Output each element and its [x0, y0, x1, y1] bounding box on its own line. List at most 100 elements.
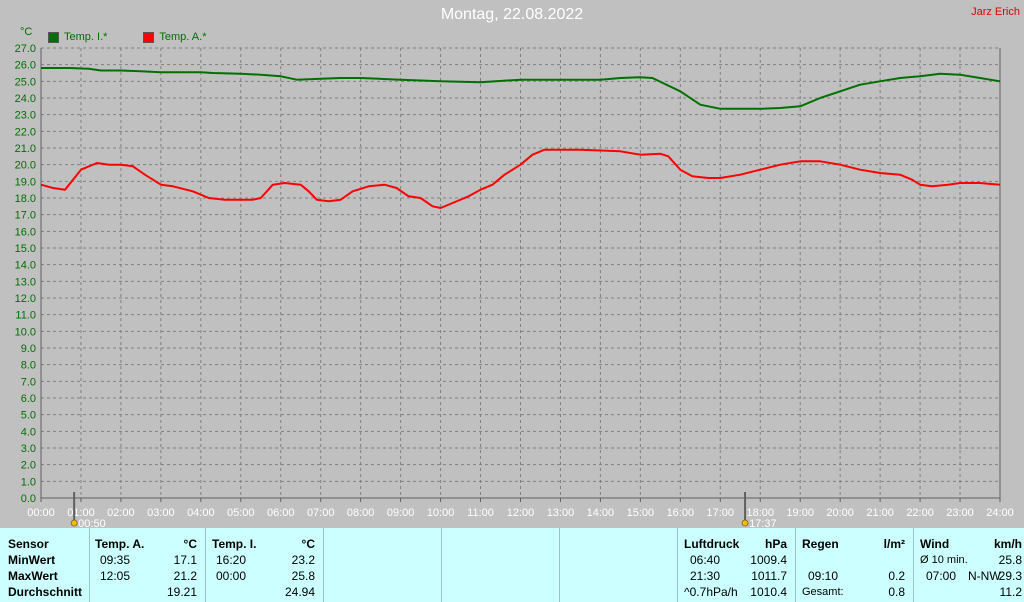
y-tick-label: 14.0 [15, 260, 36, 272]
stats-rain-max-value: 0.2 [888, 569, 905, 583]
stats-pressure-trend: ^0.7hPa/h [684, 585, 738, 599]
x-tick-label: 03:00 [147, 507, 175, 519]
y-tick-label: 3.0 [21, 443, 36, 455]
stats-rain-unit: l/m² [883, 537, 905, 551]
y-tick-label: 27.0 [15, 43, 36, 55]
y-tick-label: 26.0 [15, 60, 36, 72]
stats-temp-a-max-time: 12:05 [100, 569, 131, 583]
y-tick-label: 25.0 [15, 76, 36, 88]
stats-temp-i-min-value: 23.2 [291, 553, 315, 567]
y-axis-unit: °C [20, 26, 33, 38]
x-tick-label: 06:00 [267, 507, 295, 519]
x-tick-label: 05:00 [227, 507, 255, 519]
stats-temp-a-min-value: 17.1 [173, 553, 197, 567]
stats-pressure-min-time: 06:40 [690, 553, 721, 567]
y-tick-label: 13.0 [15, 276, 36, 288]
stats-temp-i-avg: 24.94 [284, 585, 315, 599]
stats-pressure-header: Luftdruck [684, 537, 740, 551]
stats-rain-total: 0.8 [888, 585, 905, 599]
sunrise-icon [70, 519, 78, 527]
stats-row-min-label: MinWert [8, 553, 56, 567]
series-line-temp-inside [41, 67, 1001, 110]
stats-col-rain: Regen l/m² 09:10 0.2 Gesamt: 0.8 [796, 528, 914, 602]
stats-pressure-avg: 1010.4 [750, 585, 787, 599]
stats-sensor-header: Sensor [8, 537, 49, 551]
x-tick-label: 20:00 [826, 507, 854, 519]
stats-wind-mean: 11.2 [999, 585, 1022, 599]
x-tick-label: 02:00 [107, 507, 135, 519]
x-tick-label: 09:00 [387, 507, 415, 519]
stats-temp-i-header: Temp. I. [212, 537, 257, 551]
x-tick-label: 15:00 [627, 507, 655, 519]
y-tick-label: 1.0 [21, 476, 36, 488]
statistics-table: Sensor MinWert MaxWert Durchschnitt Temp… [0, 528, 1024, 602]
x-tick-label: 19:00 [786, 507, 814, 519]
stats-temp-a-min-time: 09:35 [100, 553, 131, 567]
x-tick-label: 24:00 [986, 507, 1014, 519]
stats-col-pressure: Luftdruck hPa 06:40 1009.4 21:30 1011.7 … [678, 528, 796, 602]
y-tick-label: 21.0 [15, 143, 36, 155]
x-tick-label: 22:00 [906, 507, 934, 519]
stats-wind-max-value: 29.3 [998, 569, 1022, 583]
x-tick-label: 18:00 [746, 507, 774, 519]
stats-pressure-max-value: 1011.7 [751, 569, 787, 583]
x-tick-label: 08:00 [347, 507, 375, 519]
x-tick-label: 14:00 [587, 507, 615, 519]
y-tick-label: 4.0 [21, 426, 36, 438]
stats-temp-i-min-time: 16:20 [216, 553, 247, 567]
series-line-temp-outside [40, 148, 1001, 209]
x-tick-label: 17:00 [707, 507, 735, 519]
y-tick-label: 8.0 [21, 360, 36, 372]
legend-label-temp-inside: Temp. I.* [64, 31, 108, 43]
legend-item-temp-outside: Temp. A.* [143, 31, 206, 43]
stats-wind-avg-value: 25.8 [998, 553, 1022, 567]
y-tick-label: 12.0 [15, 293, 36, 305]
legend: Temp. I.* Temp. A.* [48, 31, 206, 43]
stats-rain-header: Regen [802, 537, 839, 551]
x-tick-label: 00:00 [27, 507, 55, 519]
sunrise-time-label: 00:50 [78, 518, 106, 528]
y-tick-label: 17.0 [15, 210, 36, 222]
y-tick-label: 10.0 [15, 326, 36, 338]
y-tick-label: 22.0 [15, 126, 36, 138]
stats-temp-a-header: Temp. A. [95, 537, 145, 551]
stats-col-empty-1 [324, 528, 442, 602]
legend-item-temp-inside: Temp. I.* [48, 31, 107, 43]
x-tick-label: 04:00 [187, 507, 215, 519]
stats-col-temp-inside: Temp. I. °C 16:20 23.2 00:00 25.8 24.94 [206, 528, 324, 602]
stats-col-sensor: Sensor MinWert MaxWert Durchschnitt [0, 528, 90, 602]
y-tick-label: 15.0 [15, 243, 36, 255]
stats-col-empty-3 [560, 528, 678, 602]
stats-temp-a-avg: 19.21 [166, 585, 197, 599]
y-tick-label: 0.0 [21, 493, 36, 505]
stats-temp-i-max-time: 00:00 [216, 569, 247, 583]
y-tick-label: 7.0 [21, 376, 36, 388]
stats-col-temp-outside: Temp. A. °C 09:35 17.1 12:05 21.2 19.21 [90, 528, 206, 602]
stats-rain-max-time: 09:10 [808, 569, 839, 583]
x-tick-label: 21:00 [866, 507, 894, 519]
y-tick-label: 5.0 [21, 410, 36, 422]
stats-row-avg-label: Durchschnitt [8, 585, 83, 599]
stats-pressure-max-time: 21:30 [690, 569, 721, 583]
x-tick-label: 13:00 [547, 507, 575, 519]
sunset-time-label: 17:37 [749, 518, 777, 528]
stats-col-wind: Wind km/h Ø 10 min. 25.8 07:00 N-NW 29.3… [914, 528, 1024, 602]
legend-label-temp-outside: Temp. A.* [159, 31, 207, 43]
y-tick-label: 19.0 [15, 176, 36, 188]
stats-temp-a-unit: °C [183, 537, 197, 551]
stats-pressure-min-value: 1009.4 [750, 553, 787, 567]
brand-name: Jarz Erich [971, 6, 1020, 18]
page-title: Montag, 22.08.2022 [440, 6, 584, 23]
stats-temp-a-max-value: 21.2 [173, 569, 197, 583]
stats-wind-max-dir: N-NW [968, 569, 1001, 583]
y-tick-label: 24.0 [15, 93, 36, 105]
y-tick-label: 20.0 [15, 160, 36, 172]
x-tick-label: 07:00 [307, 507, 335, 519]
temperature-chart: 0.0 1.0 2.0 3.0 4.0 5.0 6.0 7.0 8.0 9.0 10.0 11.0 12… [15, 43, 1014, 528]
y-tick-label: 2.0 [21, 460, 36, 472]
stats-wind-avg-label: Ø 10 min. [920, 554, 968, 566]
y-tick-label: 23.0 [15, 110, 36, 122]
stats-rain-total-label: Gesamt: [802, 586, 844, 598]
sunset-icon [741, 519, 749, 527]
y-tick-label: 18.0 [15, 193, 36, 205]
